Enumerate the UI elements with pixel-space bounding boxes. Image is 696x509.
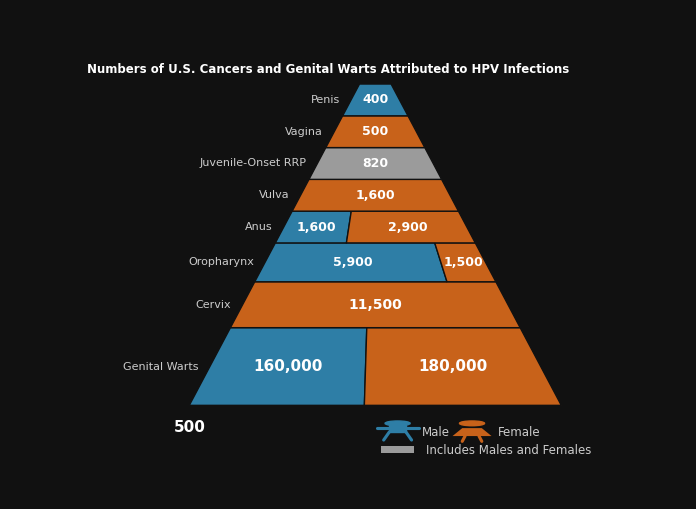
Text: 1,500: 1,500: [443, 256, 483, 269]
Polygon shape: [452, 428, 491, 436]
Polygon shape: [309, 148, 441, 179]
Text: 2,900: 2,900: [388, 220, 427, 234]
Text: Vagina: Vagina: [285, 127, 323, 137]
Polygon shape: [276, 211, 351, 243]
Polygon shape: [255, 243, 447, 282]
Polygon shape: [347, 211, 475, 243]
Text: Anus: Anus: [245, 222, 273, 232]
Text: Includes Males and Females: Includes Males and Females: [425, 444, 591, 457]
Polygon shape: [365, 328, 561, 405]
Text: Male: Male: [422, 426, 450, 439]
Circle shape: [385, 421, 410, 426]
Text: 1,600: 1,600: [356, 189, 395, 202]
Text: 820: 820: [362, 157, 388, 170]
Text: Cervix: Cervix: [196, 300, 232, 309]
Text: 400: 400: [362, 94, 388, 106]
Polygon shape: [342, 84, 408, 116]
Text: 160,000: 160,000: [253, 359, 322, 374]
Text: Oropharynx: Oropharynx: [188, 258, 254, 267]
Polygon shape: [292, 179, 459, 211]
Text: Numbers of U.S. Cancers and Genital Warts Attributed to HPV Infections: Numbers of U.S. Cancers and Genital Wart…: [87, 63, 569, 76]
Polygon shape: [230, 282, 520, 328]
Polygon shape: [189, 328, 367, 405]
Text: 1,600: 1,600: [296, 220, 336, 234]
Polygon shape: [326, 116, 425, 148]
Text: Vulva: Vulva: [259, 190, 290, 200]
Text: Female: Female: [498, 426, 541, 439]
Text: 180,000: 180,000: [418, 359, 488, 374]
Text: Penis: Penis: [310, 95, 340, 105]
Text: 500: 500: [173, 420, 205, 435]
Circle shape: [459, 421, 484, 426]
Text: 5,900: 5,900: [333, 256, 373, 269]
Bar: [389, 424, 406, 432]
Text: 500: 500: [362, 125, 388, 138]
Polygon shape: [435, 243, 496, 282]
Text: Genital Warts: Genital Warts: [123, 361, 199, 372]
Bar: [381, 446, 414, 454]
Text: Juvenile-Onset RRP: Juvenile-Onset RRP: [199, 158, 306, 168]
Text: 11,500: 11,500: [349, 298, 402, 312]
